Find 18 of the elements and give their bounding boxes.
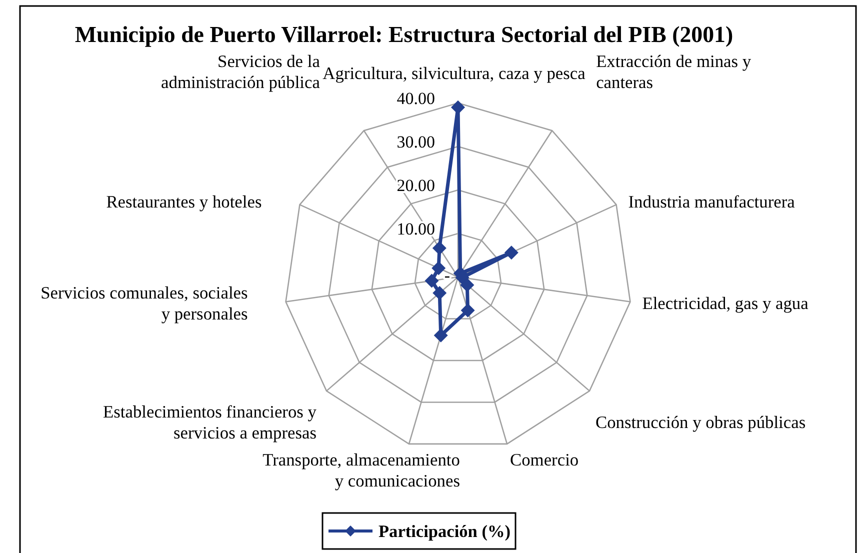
chart-title: Municipio de Puerto Villarroel: Estructura Sectorial del PIB (2001) [74, 22, 734, 47]
spoke-label: Extracción de minas y canteras [596, 51, 752, 92]
spoke-label: Electricidad, gas y agua [642, 292, 809, 313]
spoke-label: Transporte, almacenamiento y comunicaciones [262, 449, 460, 490]
y-tick-label: 20.00 [396, 176, 435, 195]
spoke-label: Construcción y obras públicas [596, 412, 806, 432]
spoke-label: Agricultura, silvicultura, caza y pesca [322, 63, 586, 83]
spoke-label: Servicios de la administración pública [161, 51, 320, 92]
spoke-label: Restaurantes y hoteles [106, 191, 262, 212]
spoke-label: Servicios comunales, sociales y personales [40, 282, 248, 324]
spoke-label: Establecimientos financieros y servicios a empresas [103, 401, 317, 442]
y-tick-label: - [444, 266, 450, 285]
legend-label: Participación (%) [378, 522, 510, 541]
y-tick-label: 40.00 [396, 89, 435, 108]
y-tick-label: 10.00 [396, 220, 435, 238]
spoke-label: Industria manufacturera [628, 191, 796, 212]
spoke-label: Comercio [510, 449, 579, 470]
y-tick-label: 30.00 [396, 132, 435, 152]
